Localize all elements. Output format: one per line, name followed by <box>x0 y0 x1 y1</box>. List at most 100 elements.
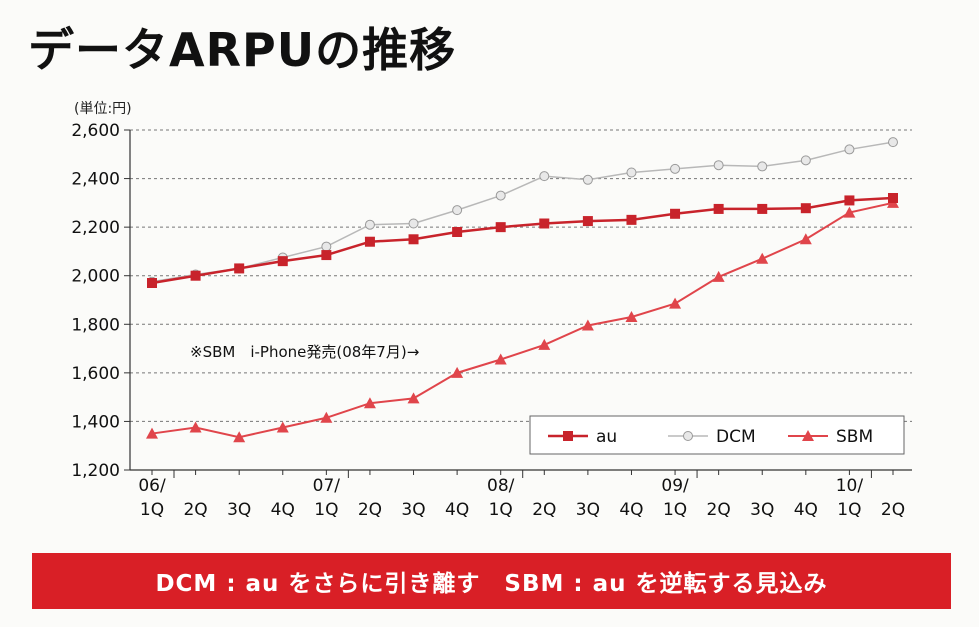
x-tick-label: 4Q <box>271 500 295 520</box>
data-point-sbm <box>669 297 682 309</box>
y-tick-label: 2,600 <box>71 121 120 141</box>
series-line-dcm <box>151 141 894 283</box>
y-tick-label: 2,000 <box>71 267 120 287</box>
x-tick-label: 2Q <box>358 500 382 520</box>
data-point-au <box>757 203 768 214</box>
data-point-au <box>147 278 157 288</box>
axes <box>124 129 912 478</box>
data-point-dcm <box>582 174 593 185</box>
data-point-dcm <box>713 160 724 171</box>
x-tick-label: 3Q <box>227 500 251 520</box>
data-point-sbm <box>451 366 464 378</box>
chart-title: データARPUの推移 <box>28 23 457 77</box>
x-year-label: 06/ <box>138 476 166 496</box>
data-point-au <box>670 208 681 219</box>
y-tick-label: 2,200 <box>71 218 120 238</box>
data-point-dcm <box>800 155 811 166</box>
data-point-au <box>539 218 550 229</box>
series-au <box>147 193 898 288</box>
x-tick-label: 3Q <box>401 500 425 520</box>
x-tick-label: 3Q <box>750 500 774 520</box>
series <box>146 137 899 443</box>
unit-label: (単位:円) <box>74 101 132 117</box>
data-point-sbm <box>407 392 420 404</box>
data-point-dcm <box>888 137 898 148</box>
data-point-sbm <box>320 411 333 423</box>
legend-box <box>529 415 905 455</box>
y-axis-ticks: 1,200 1,400 1,600 1,800 2,000 2,200 2,400 2,600 <box>71 121 120 481</box>
legend-marker-dcm <box>683 431 693 441</box>
x-tick-label: 4Q <box>794 500 818 520</box>
annotation-iphone: ※SBM i-Phone発売(08年7月)→ <box>190 343 419 361</box>
data-point-dcm <box>626 167 637 178</box>
series-sbm <box>146 196 899 443</box>
data-point-sbm <box>712 270 725 282</box>
summary-banner: DCM : au をさらに引き離す SBM : au を逆転する見込み <box>32 553 951 609</box>
data-point-au <box>277 256 288 267</box>
y-tick-label: 1,400 <box>71 412 120 432</box>
data-point-dcm <box>452 205 463 216</box>
x-tick-label: 3Q <box>576 500 600 520</box>
data-point-sbm <box>756 252 769 264</box>
data-point-sbm <box>843 206 856 218</box>
legend-marker-sbm <box>802 430 814 441</box>
legend: au DCM SBM <box>529 415 905 455</box>
x-tick-label: 1Q <box>663 500 687 520</box>
y-tick-label: 2,400 <box>71 170 120 190</box>
data-point-dcm <box>539 171 550 182</box>
data-point-sbm <box>625 311 638 322</box>
grid <box>130 129 912 422</box>
data-point-sbm <box>146 427 158 439</box>
data-point-au <box>582 216 593 227</box>
y-tick-label: 1,800 <box>71 315 120 335</box>
data-point-au <box>452 227 463 237</box>
x-axis-ticks: 1Q 2Q 3Q 4Q 1Q 2Q 3Q 4Q 1Q 2Q 3Q 4Q 1Q 2Q 3Q 4Q 1Q 2Q 06/0… <box>138 476 905 520</box>
legend-label-au: au <box>596 427 617 447</box>
series-line-au <box>151 196 894 285</box>
data-point-sbm <box>494 353 507 365</box>
data-point-au <box>321 250 332 261</box>
data-point-au <box>888 193 898 203</box>
data-point-au <box>844 195 855 206</box>
data-point-au <box>364 236 375 247</box>
series-line-sbm <box>151 201 894 439</box>
x-tick-label: 4Q <box>619 500 643 520</box>
data-point-au <box>234 263 245 274</box>
data-point-au <box>626 214 637 225</box>
line-chart: 1,200 1,400 1,600 1,800 2,000 2,200 2,400 2,600… <box>71 121 912 520</box>
data-point-au <box>408 234 419 245</box>
data-point-dcm <box>844 144 855 155</box>
x-year-label: 07/ <box>313 476 341 496</box>
x-year-label: 09/ <box>661 476 689 496</box>
x-tick-label: 4Q <box>445 500 469 520</box>
data-point-dcm <box>364 219 375 230</box>
data-point-dcm <box>408 218 419 229</box>
data-point-sbm <box>189 421 202 433</box>
data-point-au <box>800 203 811 214</box>
data-point-au <box>713 203 724 214</box>
data-point-sbm <box>581 319 594 331</box>
x-tick-label: 1Q <box>837 500 861 520</box>
legend-marker-au <box>563 431 573 441</box>
data-point-dcm <box>495 190 506 201</box>
x-tick-label: 2Q <box>532 500 556 520</box>
x-year-label: 10/ <box>836 476 864 496</box>
data-point-sbm <box>799 233 812 245</box>
y-tick-label: 1,200 <box>71 461 120 481</box>
y-tick-label: 1,600 <box>71 364 120 384</box>
data-point-dcm <box>757 161 768 172</box>
x-tick-label: 2Q <box>183 500 207 520</box>
x-year-label: 08/ <box>487 476 515 496</box>
legend-label-sbm: SBM <box>836 427 873 447</box>
data-point-sbm <box>233 431 246 443</box>
x-tick-label: 1Q <box>314 500 338 520</box>
x-tick-label: 1Q <box>140 500 164 520</box>
data-point-au <box>495 222 506 233</box>
x-tick-label: 2Q <box>707 500 731 520</box>
data-point-sbm <box>363 397 376 409</box>
x-tick-label: 2Q <box>881 500 905 520</box>
data-point-au <box>190 270 201 281</box>
data-point-sbm <box>276 421 289 433</box>
data-point-dcm <box>670 163 681 174</box>
data-point-sbm <box>538 338 551 350</box>
